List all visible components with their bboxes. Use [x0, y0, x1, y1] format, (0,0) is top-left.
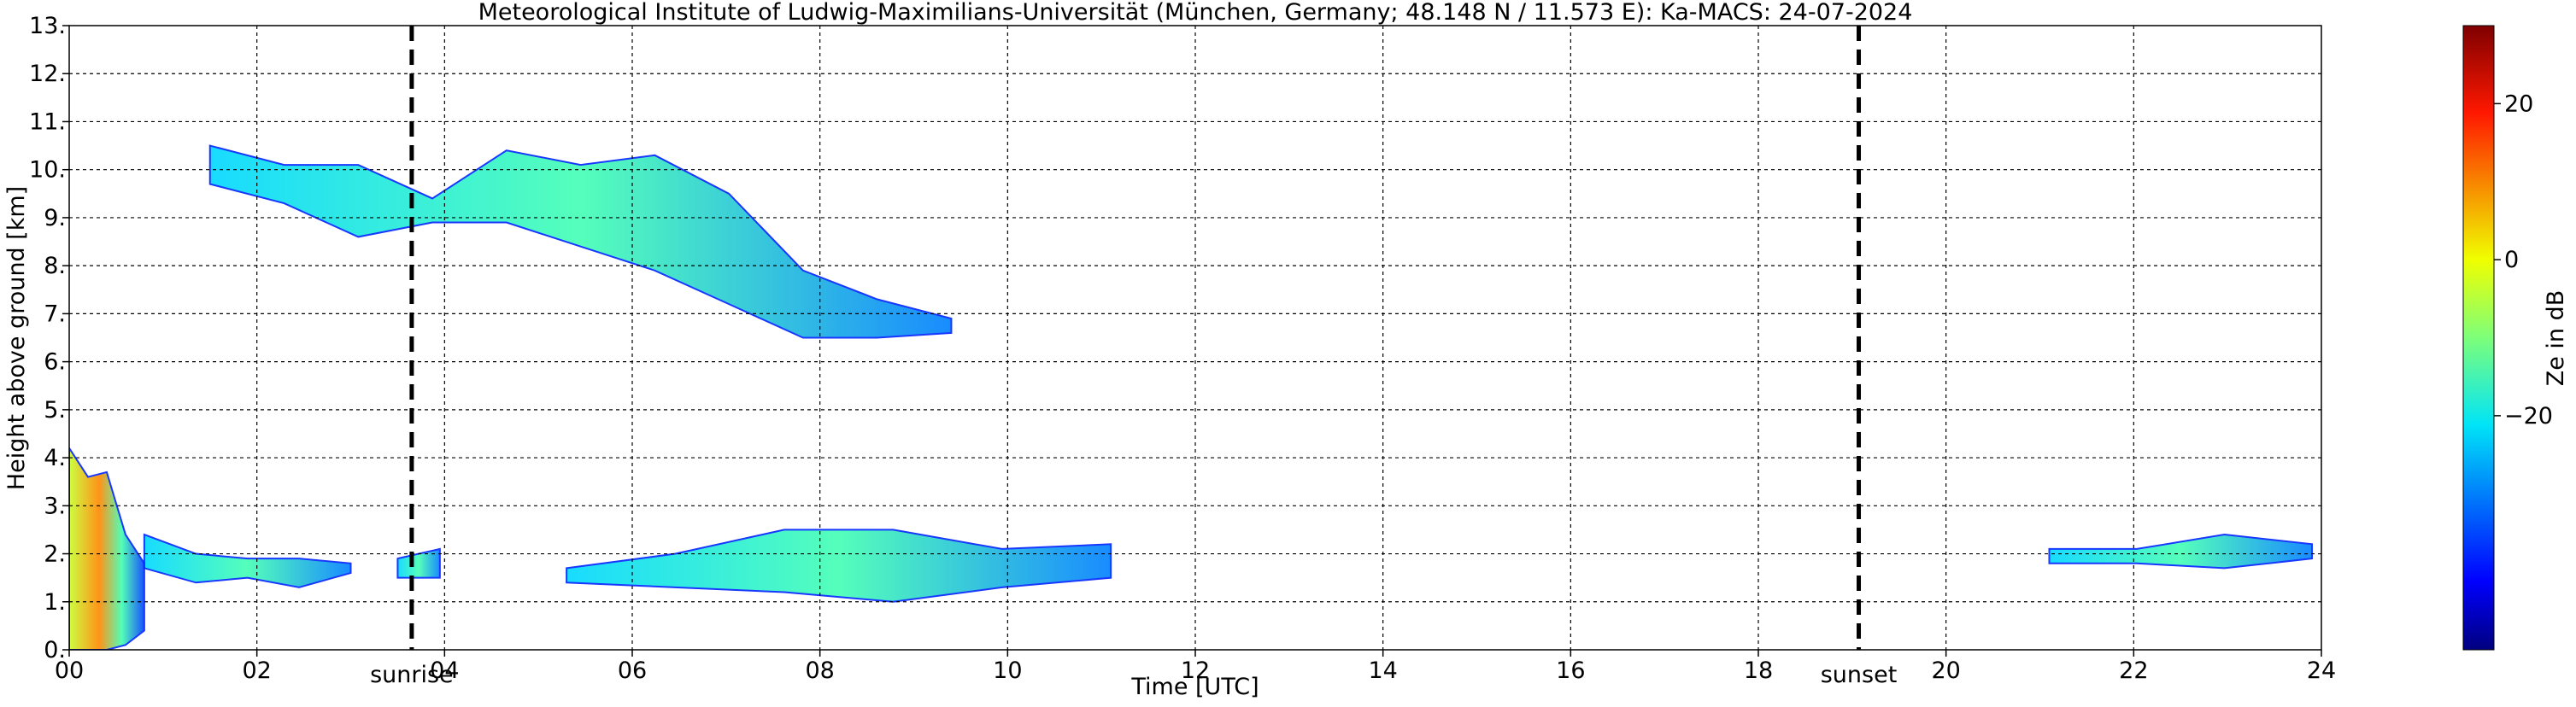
colorbar-tick-label: 20: [2504, 91, 2533, 117]
y-tick-label: 6.: [44, 349, 66, 376]
grid-lines: [69, 26, 2321, 650]
y-tick-label: 9.: [44, 205, 66, 231]
echo-region-low-precip-early: [69, 446, 145, 650]
sunrise-label: sunrise: [370, 662, 454, 688]
x-tick-label: 10: [993, 657, 1022, 684]
y-axis-ticks: 0. 1. 2. 3. 4. 5. 6. 7. 8. 9. 10. 11. 12. 13.: [29, 13, 69, 663]
x-axis-label: Time [UTC]: [1130, 674, 1259, 700]
echo-region-low-patches-midday: [566, 529, 1112, 603]
y-tick-label: 2.: [44, 541, 66, 568]
y-tick-label: 3.: [44, 493, 66, 519]
colorbar-ticks: 20 0 −20: [2494, 91, 2553, 429]
x-tick-label: 14: [1368, 657, 1397, 684]
colorbar-tick-label: 0: [2504, 247, 2519, 273]
x-tick-label: 06: [618, 657, 647, 684]
x-tick-label: 24: [2307, 657, 2336, 684]
y-tick-label: 13.: [29, 13, 66, 39]
x-tick-label: 08: [805, 657, 834, 684]
sunset-label: sunset: [1821, 662, 1898, 688]
x-tick-label: 22: [2119, 657, 2148, 684]
sun-markers: sunrise sunset: [370, 26, 1897, 688]
y-tick-label: 1.: [44, 589, 66, 616]
echo-region-low-evening-layer: [2048, 534, 2314, 570]
y-tick-label: 4.: [44, 445, 66, 471]
x-tick-label: 04: [430, 657, 459, 684]
y-axis-label: Height above ground [km]: [3, 186, 30, 490]
colorbar-scale: [2462, 25, 2495, 651]
echo-region-low-patches-sunrise: [396, 547, 441, 579]
y-tick-label: 7.: [44, 301, 66, 327]
x-tick-label: 02: [242, 657, 271, 684]
x-tick-label: 18: [1744, 657, 1773, 684]
colorbar: 20 0 −20 Ze in dB: [2462, 25, 2569, 651]
x-tick-label: 16: [1556, 657, 1585, 684]
echo-region-high-cirrus: [208, 144, 953, 339]
x-tick-label: 20: [1931, 657, 1960, 684]
y-tick-label: 0.: [44, 637, 66, 663]
y-tick-label: 10.: [29, 157, 66, 184]
echo-layer: [69, 144, 2314, 650]
chart-title: Meteorological Institute of Ludwig-Maxim…: [478, 0, 1913, 26]
colorbar-tick-label: −20: [2504, 403, 2553, 429]
colorbar-label: Ze in dB: [2543, 290, 2569, 387]
y-tick-label: 11.: [29, 108, 66, 135]
x-axis-ticks: 00 02 04 06 08 10 12 14 16 18 20 22 24: [55, 650, 2336, 684]
y-tick-label: 12.: [29, 61, 66, 87]
x-tick-label: 00: [55, 657, 84, 684]
echo-region-low-layer-morning: [143, 533, 352, 588]
y-tick-label: 5.: [44, 397, 66, 424]
x-tick-label: 12: [1181, 657, 1210, 684]
y-tick-label: 8.: [44, 253, 66, 279]
